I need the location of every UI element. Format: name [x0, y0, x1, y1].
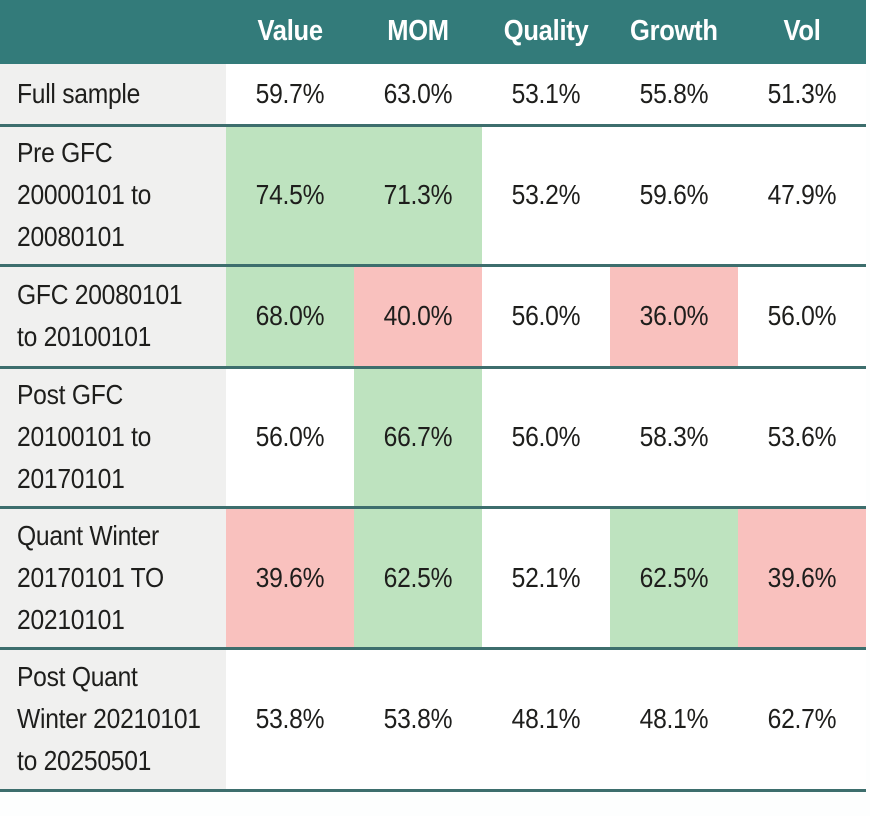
row-label-cell: Post GFC 20100101 to 20170101: [0, 367, 226, 507]
value-cell: 36.0%: [610, 265, 738, 367]
table-row: Post GFC 20100101 to 20170101 56.0% 66.7% 5…: [0, 367, 866, 507]
column-header-quality: Quality: [482, 0, 610, 64]
header-row: Value MOM Quality Growth Vol: [0, 0, 866, 64]
cell-value: 53.6%: [767, 421, 837, 452]
cell-value: 53.8%: [383, 703, 453, 734]
column-header-label: Quality: [503, 15, 589, 48]
value-cell: 66.7%: [354, 367, 482, 507]
value-cell: 62.5%: [610, 507, 738, 648]
value-cell: 62.5%: [354, 507, 482, 648]
value-cell: 40.0%: [354, 265, 482, 367]
row-label: Post GFC 20100101 to 20170101: [17, 379, 152, 494]
table-row: GFC 20080101 to 20100101 68.0% 40.0% 56.0% 3…: [0, 265, 866, 367]
cell-value: 52.1%: [511, 561, 581, 593]
cell-value: 47.9%: [767, 179, 837, 210]
cell-value: 62.5%: [383, 561, 453, 593]
value-cell: 48.1%: [610, 648, 738, 790]
value-cell: 56.0%: [482, 265, 610, 367]
cell-value: 62.7%: [767, 703, 837, 734]
value-cell: 51.3%: [738, 64, 866, 125]
value-cell: 62.7%: [738, 648, 866, 790]
factor-hit-rate-table: Value MOM Quality Growth Vol Full sample…: [0, 0, 866, 790]
column-header-vol: Vol: [738, 0, 866, 64]
cell-value: 53.2%: [511, 179, 581, 210]
value-cell: 56.0%: [226, 367, 354, 507]
table-row: Post Quant Winter 20210101 to 20250501 53…: [0, 648, 866, 790]
value-cell: 53.6%: [738, 367, 866, 507]
row-label: Full sample: [17, 77, 141, 109]
cell-value: 51.3%: [767, 77, 837, 109]
row-label-cell: Pre GFC 20000101 to 20080101: [0, 125, 226, 265]
cell-value: 53.8%: [255, 703, 325, 734]
value-cell: 53.2%: [482, 125, 610, 265]
cell-value: 39.6%: [255, 561, 325, 593]
row-label-cell: Full sample: [0, 64, 226, 125]
table-row: Pre GFC 20000101 to 20080101 74.5% 71.3% 53…: [0, 125, 866, 265]
cell-value: 40.0%: [383, 300, 453, 331]
row-label: GFC 20080101 to 20100101: [17, 279, 183, 352]
value-cell: 56.0%: [482, 367, 610, 507]
cell-value: 74.5%: [255, 179, 325, 210]
value-cell: 74.5%: [226, 125, 354, 265]
cell-value: 68.0%: [255, 300, 325, 331]
row-label: Pre GFC 20000101 to 20080101: [17, 137, 152, 252]
value-cell: 59.7%: [226, 64, 354, 125]
table-row: Full sample 59.7% 63.0% 53.1% 55.8% 51.3%: [0, 64, 866, 125]
cell-value: 58.3%: [639, 421, 709, 452]
row-label-cell: Quant Winter 20170101 TO 20210101: [0, 507, 226, 648]
value-cell: 53.1%: [482, 64, 610, 125]
cell-value: 71.3%: [383, 179, 453, 210]
value-cell: 52.1%: [482, 507, 610, 648]
value-cell: 58.3%: [610, 367, 738, 507]
column-header-value: Value: [226, 0, 354, 64]
cell-value: 56.0%: [255, 421, 325, 452]
value-cell: 47.9%: [738, 125, 866, 265]
value-cell: 68.0%: [226, 265, 354, 367]
cell-value: 56.0%: [511, 421, 581, 452]
value-cell: 39.6%: [738, 507, 866, 648]
cell-value: 39.6%: [767, 561, 837, 593]
column-header-label: Value: [257, 15, 323, 48]
value-cell: 59.6%: [610, 125, 738, 265]
column-header-growth: Growth: [610, 0, 738, 64]
value-cell: 55.8%: [610, 64, 738, 125]
value-cell: 56.0%: [738, 265, 866, 367]
row-label: Quant Winter 20170101 TO 20210101: [17, 519, 164, 635]
cell-value: 56.0%: [511, 300, 581, 331]
value-cell: 48.1%: [482, 648, 610, 790]
row-label: Post Quant Winter 20210101 to 20250501: [17, 661, 201, 776]
table-row: Quant Winter 20170101 TO 20210101 39.6% 62…: [0, 507, 866, 648]
row-label-cell: GFC 20080101 to 20100101: [0, 265, 226, 367]
cell-value: 48.1%: [639, 703, 709, 734]
cell-value: 56.0%: [767, 300, 837, 331]
value-cell: 71.3%: [354, 125, 482, 265]
value-cell: 53.8%: [354, 648, 482, 790]
cell-value: 55.8%: [639, 77, 709, 109]
cell-value: 53.1%: [511, 77, 581, 109]
column-header-mom: MOM: [354, 0, 482, 64]
header-corner-cell: [0, 0, 226, 64]
cell-value: 36.0%: [639, 300, 709, 331]
cell-value: 59.6%: [639, 179, 709, 210]
cell-value: 62.5%: [639, 561, 709, 593]
column-header-label: MOM: [387, 15, 449, 48]
cell-value: 63.0%: [383, 77, 453, 109]
cell-value: 66.7%: [383, 421, 453, 452]
column-header-label: Vol: [783, 15, 821, 48]
cell-value: 59.7%: [255, 77, 325, 109]
value-cell: 63.0%: [354, 64, 482, 125]
cell-value: 48.1%: [511, 703, 581, 734]
column-header-label: Growth: [630, 15, 718, 48]
row-label-cell: Post Quant Winter 20210101 to 20250501: [0, 648, 226, 790]
value-cell: 53.8%: [226, 648, 354, 790]
value-cell: 39.6%: [226, 507, 354, 648]
